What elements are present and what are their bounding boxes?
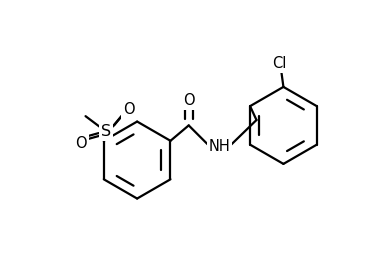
Text: NH: NH [209,139,231,155]
Text: S: S [101,124,111,139]
Text: Cl: Cl [272,56,287,71]
Text: O: O [75,136,87,151]
Text: O: O [183,93,195,108]
Text: O: O [123,103,134,117]
